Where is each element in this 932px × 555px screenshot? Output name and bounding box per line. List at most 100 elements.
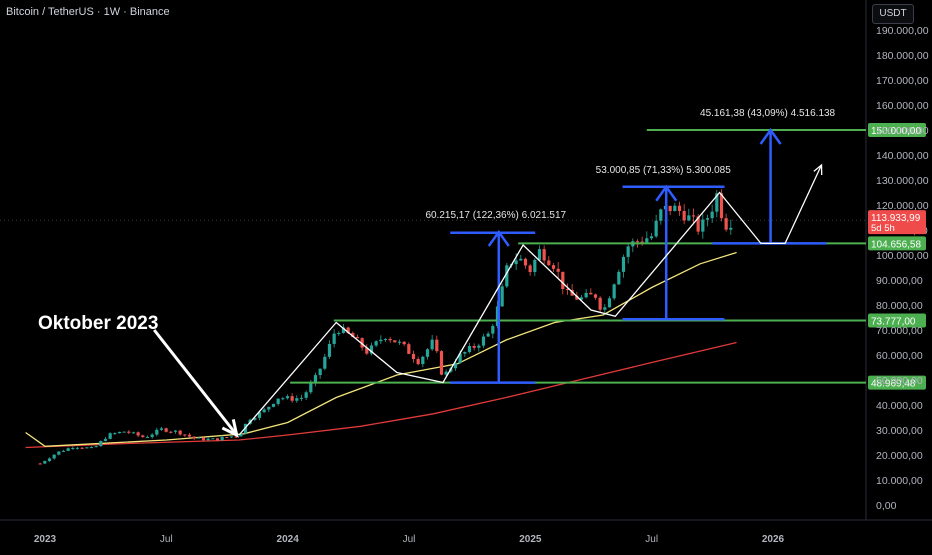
candle-body	[290, 396, 294, 401]
candle-body	[626, 246, 630, 257]
candle-body	[80, 447, 84, 449]
y-tick-label: 100.000,00	[876, 250, 929, 262]
candle-body	[654, 220, 658, 237]
candle-body	[113, 433, 117, 435]
measure-arrow-head	[487, 229, 510, 247]
candle-body	[486, 333, 490, 337]
candle-body	[523, 258, 528, 266]
candle-body	[257, 412, 262, 418]
candle-body	[388, 338, 392, 341]
candle-body	[612, 284, 616, 299]
candle-body	[491, 325, 495, 334]
candle-body	[281, 398, 285, 400]
candle-body	[341, 327, 346, 333]
candle-body	[85, 447, 89, 449]
candle-body	[299, 397, 304, 399]
candle-body	[187, 434, 192, 437]
candle-body	[579, 297, 584, 300]
candle-body	[309, 383, 313, 393]
candle-body	[234, 436, 238, 438]
candle-body	[519, 258, 523, 261]
candle-body	[649, 236, 654, 239]
candle-body	[57, 451, 61, 455]
candle-body	[52, 454, 56, 459]
candle-body	[318, 368, 322, 376]
candle-body	[537, 249, 542, 260]
y-tick-label: 80.000,00	[876, 300, 923, 312]
candle-body	[150, 434, 154, 437]
candle-body	[239, 433, 243, 437]
candle-body	[169, 431, 173, 433]
candle-body	[668, 205, 672, 212]
candle-body	[547, 260, 551, 266]
annotation-arrow-head	[221, 419, 239, 438]
candle-body	[397, 341, 402, 343]
candle-body	[635, 241, 640, 243]
y-tick-label: 170.000,00	[876, 75, 929, 87]
candle-body	[94, 446, 98, 448]
candle-body	[117, 431, 122, 434]
candle-body	[621, 256, 626, 272]
y-tick-label: 0,00	[876, 500, 897, 512]
candle-body	[696, 216, 700, 232]
bar-countdown-label: 5d 5h	[871, 223, 895, 234]
candle-body	[691, 215, 696, 217]
candle-body	[435, 339, 439, 352]
currency-button[interactable]: USDT	[872, 4, 914, 24]
candle-body	[127, 431, 131, 433]
candle-body	[598, 297, 602, 310]
y-tick-label: 140.000,00	[876, 150, 929, 162]
y-tick-label: 150.000,00	[876, 125, 929, 137]
candle-body	[183, 434, 187, 436]
y-tick-label: 90.000,00	[876, 275, 923, 287]
ema-fast-line	[25, 251, 737, 447]
candle-body	[584, 292, 588, 298]
candle-body	[365, 347, 369, 354]
candle-body	[159, 428, 164, 430]
candle-body	[393, 340, 397, 343]
x-tick-label: 2025	[519, 534, 542, 545]
candle-body	[351, 333, 355, 338]
candle-body	[323, 356, 327, 369]
candle-body	[687, 215, 691, 221]
candle-body	[108, 433, 112, 439]
y-tick-label: 50.000,00	[876, 375, 923, 387]
candle-body	[225, 437, 229, 439]
candle-body	[724, 218, 728, 230]
support-level-tag	[868, 375, 926, 390]
candle-body	[682, 211, 686, 221]
candle-body	[173, 430, 178, 432]
current-price-tag	[868, 210, 926, 235]
candle-body	[551, 265, 556, 269]
candle-body	[677, 205, 682, 212]
candle-body	[705, 218, 710, 220]
candle-body	[145, 436, 150, 438]
candle-body	[528, 265, 532, 273]
y-tick-label: 30.000,00	[876, 425, 923, 437]
pattern-path[interactable]	[238, 164, 823, 436]
ema-slow-line	[25, 341, 737, 449]
x-tick-label: Jul	[645, 534, 658, 545]
candle-body	[346, 327, 350, 334]
candle-body	[43, 461, 47, 464]
y-tick-label: 40.000,00	[876, 400, 923, 412]
candle-body	[253, 417, 257, 420]
candle-body	[178, 430, 182, 435]
candle-body	[589, 292, 593, 295]
candle-body	[505, 265, 509, 287]
candle-body	[271, 403, 276, 407]
measure-label: 45.161,38 (43,09%) 4.516.138	[700, 108, 836, 119]
y-tick-label: 190.000,00	[876, 25, 929, 37]
support-level-tag	[868, 123, 926, 137]
candle-body	[463, 352, 467, 354]
candle-body	[542, 249, 546, 261]
candle-body	[421, 356, 425, 365]
support-level-label: 104.656,58	[871, 239, 921, 250]
candle-body	[155, 429, 159, 435]
support-level-label: 48.969,48	[871, 379, 916, 390]
candle-body	[122, 431, 126, 433]
candle-body	[425, 349, 430, 357]
candle-body	[477, 345, 481, 348]
